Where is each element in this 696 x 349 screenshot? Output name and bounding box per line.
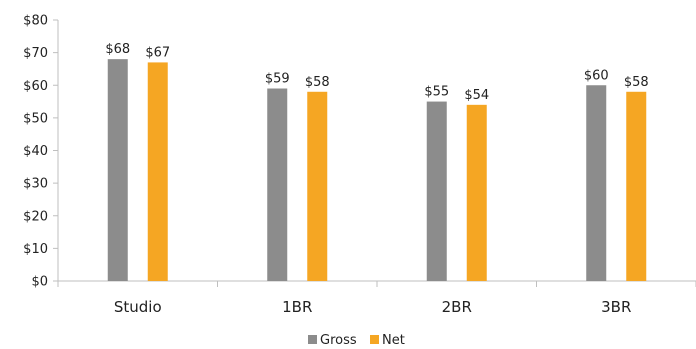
bars bbox=[107, 59, 647, 282]
bar-net-3br bbox=[626, 91, 647, 282]
legend-swatch-net bbox=[370, 335, 379, 344]
legend-label-net: Net bbox=[382, 333, 405, 348]
category-label: 1BR bbox=[282, 298, 312, 316]
bar-gross-2br bbox=[426, 101, 447, 281]
category-label: 2BR bbox=[442, 298, 472, 316]
category-label: 3BR bbox=[601, 298, 631, 316]
legend-swatch-gross bbox=[308, 335, 317, 344]
data-label: $55 bbox=[424, 85, 449, 100]
y-tick-label: $80 bbox=[23, 14, 48, 29]
data-label: $58 bbox=[305, 75, 330, 90]
bar-gross-3br bbox=[586, 85, 607, 281]
y-tick-label: $0 bbox=[31, 275, 48, 290]
data-label: $60 bbox=[584, 68, 609, 83]
category-label: Studio bbox=[114, 298, 162, 316]
bar-data-labels: $68 $67 $59 $58 $55 $54 $60 $58 bbox=[105, 42, 648, 103]
y-tick-label: $50 bbox=[23, 111, 48, 126]
data-label: $58 bbox=[624, 75, 649, 90]
bar-net-studio bbox=[147, 62, 168, 281]
legend: Gross Net bbox=[308, 333, 405, 348]
y-axis-ticks: $0 $10 $20 $30 $40 $50 $60 $70 $80 bbox=[23, 14, 59, 290]
y-tick-label: $70 bbox=[23, 46, 48, 61]
y-tick-label: $60 bbox=[23, 79, 48, 94]
data-label: $59 bbox=[265, 72, 290, 87]
bar-gross-1br bbox=[267, 88, 288, 281]
x-axis bbox=[57, 280, 696, 287]
bar-net-2br bbox=[466, 104, 487, 281]
data-label: $54 bbox=[464, 88, 489, 103]
y-tick-label: $40 bbox=[23, 144, 48, 159]
category-labels: Studio 1BR 2BR 3BR bbox=[114, 298, 632, 316]
data-label: $68 bbox=[105, 42, 130, 57]
y-tick-label: $10 bbox=[23, 242, 48, 257]
y-tick-label: $30 bbox=[23, 177, 48, 192]
bar-net-1br bbox=[307, 91, 328, 282]
bar-gross-studio bbox=[107, 59, 128, 282]
y-tick-label: $20 bbox=[23, 209, 48, 224]
legend-label-gross: Gross bbox=[320, 333, 357, 348]
data-label: $67 bbox=[145, 45, 170, 60]
